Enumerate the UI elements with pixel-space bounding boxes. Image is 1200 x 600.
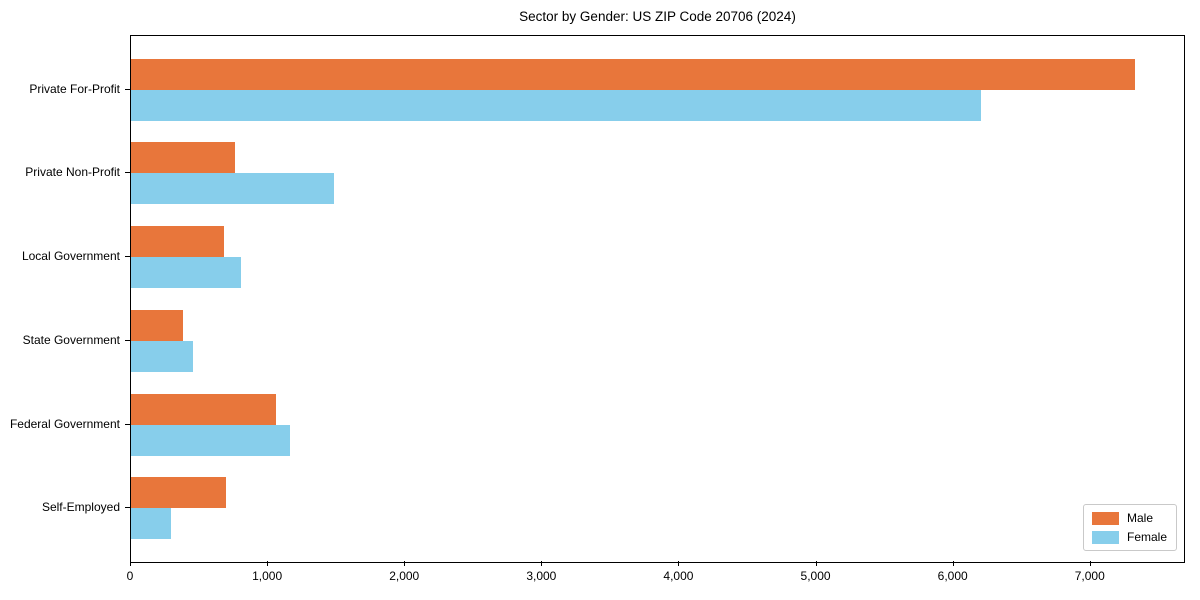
legend-swatch-female <box>1091 530 1119 544</box>
ytick-label-private-non-profit: Private Non-Profit <box>25 165 120 180</box>
xtick-label-0: 0 <box>126 569 134 583</box>
xtick-mark-2000 <box>404 561 405 566</box>
xtick-label-3000: 3,000 <box>526 569 557 583</box>
ytick-mark-self-employed <box>125 507 130 508</box>
ytick-label-local-government: Local Government <box>21 249 120 264</box>
bar-female-private-non-profit <box>131 173 334 204</box>
legend-entry-female: Female <box>1091 530 1167 544</box>
ytick-mark-state-government <box>125 340 130 341</box>
ytick-mark-federal-government <box>125 424 130 425</box>
ytick-label-private-for-profit: Private For-Profit <box>29 81 120 96</box>
legend: Male Female <box>1082 504 1177 551</box>
xtick-mark-5000 <box>816 561 817 566</box>
ytick-label-federal-government: Federal Government <box>9 416 120 431</box>
chart-title: Sector by Gender: US ZIP Code 20706 (202… <box>519 9 796 24</box>
xtick-label-7000: 7,000 <box>1074 569 1105 583</box>
xtick-mark-0 <box>130 561 131 566</box>
legend-label-male: Male <box>1126 511 1153 525</box>
xtick-label-4000: 4,000 <box>663 569 694 583</box>
bar-female-local-government <box>131 257 241 288</box>
xtick-label-5000: 5,000 <box>800 569 831 583</box>
bar-male-federal-government <box>131 394 277 425</box>
xtick-mark-3000 <box>541 561 542 566</box>
bar-female-state-government <box>131 341 193 372</box>
legend-entry-male: Male <box>1091 511 1167 525</box>
bar-female-federal-government <box>131 425 291 456</box>
xtick-label-1000: 1,000 <box>252 569 283 583</box>
legend-swatch-male <box>1091 511 1119 525</box>
xtick-label-6000: 6,000 <box>937 569 968 583</box>
bar-female-self-employed <box>131 508 171 539</box>
ytick-label-state-government: State Government <box>22 332 120 347</box>
bar-male-state-government <box>131 310 184 341</box>
ytick-label-self-employed: Self-Employed <box>41 500 120 515</box>
xtick-label-2000: 2,000 <box>389 569 420 583</box>
bar-male-self-employed <box>131 477 226 508</box>
plot-area: Male Female <box>130 35 1185 563</box>
ytick-mark-local-government <box>125 256 130 257</box>
xtick-mark-1000 <box>267 561 268 566</box>
bar-male-private-non-profit <box>131 142 236 173</box>
bar-male-local-government <box>131 226 225 257</box>
xtick-mark-7000 <box>1090 561 1091 566</box>
ytick-mark-private-for-profit <box>125 89 130 90</box>
legend-label-female: Female <box>1126 530 1167 544</box>
xtick-mark-4000 <box>678 561 679 566</box>
bar-female-private-for-profit <box>131 90 982 121</box>
ytick-mark-private-non-profit <box>125 172 130 173</box>
bar-male-private-for-profit <box>131 59 1135 90</box>
xtick-mark-6000 <box>953 561 954 566</box>
